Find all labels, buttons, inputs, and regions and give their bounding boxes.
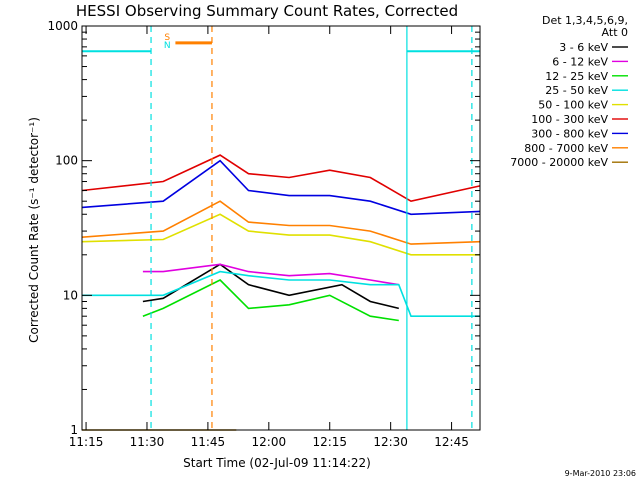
- legend-label-2: 6 - 12 keV: [552, 55, 608, 68]
- legend-label-7: 300 - 800 keV: [531, 127, 608, 140]
- series-line-2: [142, 263, 399, 286]
- series-line-7: [81, 159, 481, 216]
- y-tick-label-4: 1000: [47, 19, 78, 33]
- legend-label-3: 12 - 25 keV: [545, 70, 608, 83]
- x-tick-label-2: 11:30: [130, 435, 165, 449]
- series-line-8: [81, 200, 481, 245]
- series-line-5: [81, 213, 480, 256]
- timestamp-stamp: 9-Mar-2010 23:06: [565, 469, 636, 478]
- x-tick-label-3: 11:45: [191, 435, 226, 449]
- y-tick-label-2: 10: [63, 288, 78, 302]
- x-tick-label-5: 12:15: [312, 435, 347, 449]
- legend-label-6: 100 - 300 keV: [531, 113, 608, 126]
- plot-frame: [81, 25, 481, 431]
- x-tick-label-1: 11:15: [69, 435, 104, 449]
- x-tick-label-7: 12:45: [434, 435, 469, 449]
- x-tick-label-6: 12:30: [373, 435, 408, 449]
- series-line-3: [142, 279, 399, 322]
- plot-area: SN: [81, 26, 481, 431]
- y-tick-label-1: 1: [70, 423, 78, 437]
- y-tick-label-3: 100: [55, 154, 78, 168]
- flag-label-n: N: [164, 41, 171, 51]
- flag-label-s: S: [164, 33, 170, 43]
- legend-label-1: 3 - 6 keV: [559, 41, 608, 54]
- series-line-4: [82, 270, 480, 318]
- y-axis-label: Corrected Count Rate (s⁻¹ detector⁻¹): [27, 117, 41, 343]
- series-line-1: [142, 263, 399, 310]
- legend-header-2: Att 0: [602, 26, 628, 39]
- legend-label-4: 25 - 50 keV: [545, 84, 608, 97]
- chart-title: HESSI Observing Summary Count Rates, Cor…: [76, 2, 458, 20]
- axes: 11:15 11:30 11:45 12:00 12:15 12:30 12:45 1 10 10…: [47, 19, 481, 449]
- legend-label-5: 50 - 100 keV: [538, 99, 608, 112]
- series-line-6: [81, 154, 481, 203]
- legend-header-1: Det 1,3,4,5,6,9,: [542, 14, 628, 27]
- x-tick-label-4: 12:00: [252, 435, 287, 449]
- x-axis-label: Start Time (02-Jul-09 11:14:22): [183, 456, 371, 470]
- legend-label-8: 800 - 7000 keV: [524, 142, 608, 155]
- legend-label-9: 7000 - 20000 keV: [510, 156, 608, 169]
